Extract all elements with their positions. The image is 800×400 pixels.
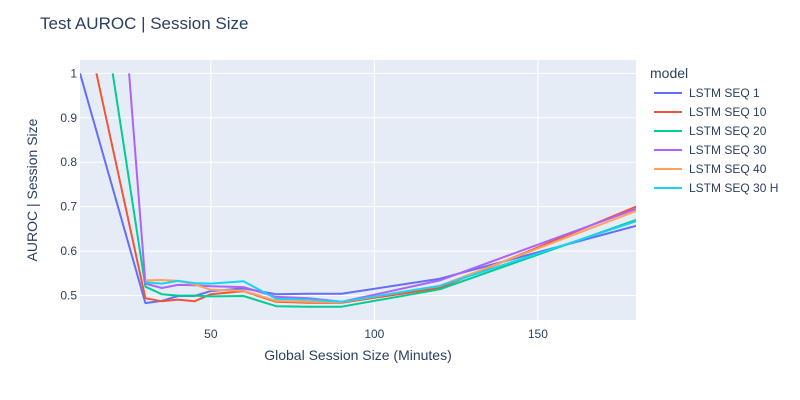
series-line-6 — [145, 220, 636, 303]
legend-item[interactable]: LSTM SEQ 40 — [654, 162, 767, 176]
legend-item[interactable]: LSTM SEQ 30 — [654, 143, 767, 157]
series-line-3 — [111, 73, 636, 308]
legend-label: LSTM SEQ 30 H — [689, 181, 778, 195]
legend-label: LSTM SEQ 1 — [689, 86, 760, 100]
legend-item[interactable]: LSTM SEQ 10 — [654, 105, 767, 119]
y-axis-title: AUROC | Session Size — [24, 118, 40, 261]
x-tick-label: 100 — [364, 327, 384, 341]
plot-area — [80, 60, 636, 320]
series-lines — [80, 73, 636, 308]
legend-item[interactable]: LSTM SEQ 20 — [654, 124, 767, 138]
chart-title: Test AUROC | Session Size — [40, 14, 249, 33]
y-tick-label: 0.5 — [60, 289, 77, 303]
tick-labels: 50 100 150 0.5 0.6 0.7 0.8 0.9 1 — [60, 66, 548, 341]
legend-item[interactable]: LSTM SEQ 1 — [654, 86, 760, 100]
legend-title: model — [650, 65, 688, 81]
y-tick-label: 0.7 — [60, 200, 77, 214]
x-tick-label: 150 — [528, 327, 548, 341]
legend-label: LSTM SEQ 30 — [689, 143, 767, 157]
legend-item[interactable]: LSTM SEQ 30 H — [654, 181, 778, 195]
x-axis-title: Global Session Size (Minutes) — [264, 347, 452, 363]
x-tick-label: 50 — [204, 327, 218, 341]
legend: model LSTM SEQ 1 LSTM SEQ 10 LSTM SEQ 20 LS… — [650, 65, 778, 195]
y-tick-label: 0.8 — [60, 155, 77, 169]
y-tick-label: 0.9 — [60, 111, 77, 125]
legend-label: LSTM SEQ 10 — [689, 105, 767, 119]
y-tick-label: 0.6 — [60, 244, 77, 258]
y-tick-label: 1 — [70, 66, 77, 80]
legend-label: LSTM SEQ 40 — [689, 162, 767, 176]
legend-label: LSTM SEQ 20 — [689, 124, 767, 138]
